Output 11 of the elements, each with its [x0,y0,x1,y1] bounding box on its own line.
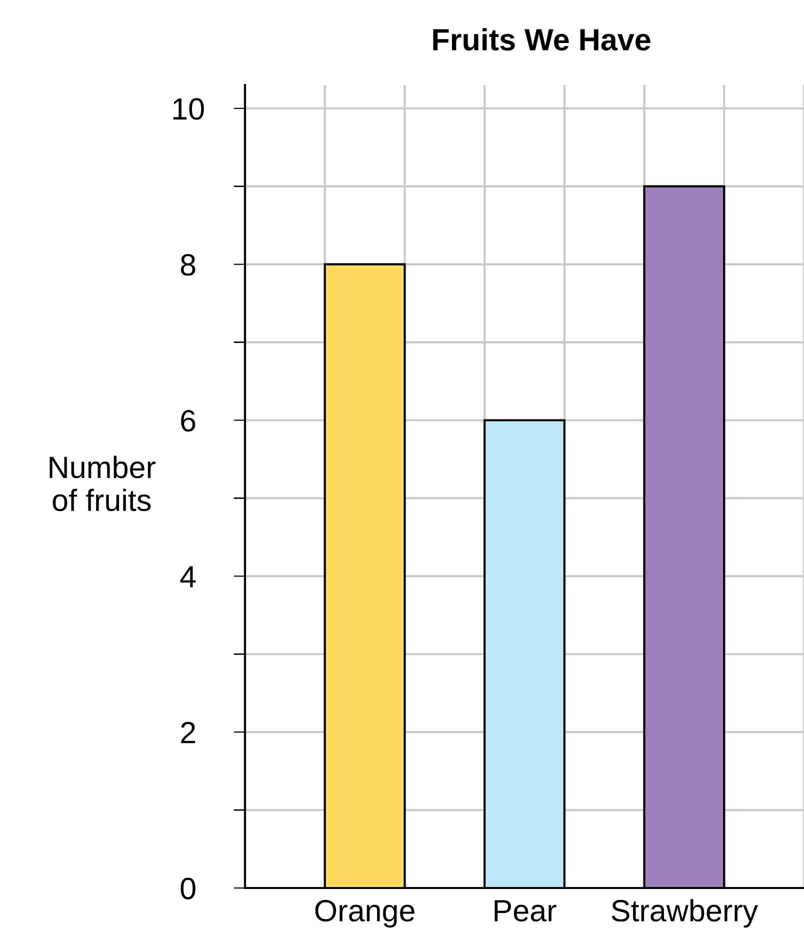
x-tick-label: Pear [494,900,556,922]
y-tick-label: 2 [181,722,196,744]
y-tick-label: 8 [180,254,196,276]
chart-title: Fruits We Have [433,28,650,51]
y-axis-title: Number of fruits [50,456,156,512]
y-tick-label: 10 [173,98,204,120]
x-tick-label: Orange [315,900,414,928]
y-tick-label: 6 [181,410,196,432]
x-tick-label: Strawberry [612,899,758,928]
y-tick-label: 4 [180,566,196,588]
y-tick-label: 0 [180,878,196,900]
